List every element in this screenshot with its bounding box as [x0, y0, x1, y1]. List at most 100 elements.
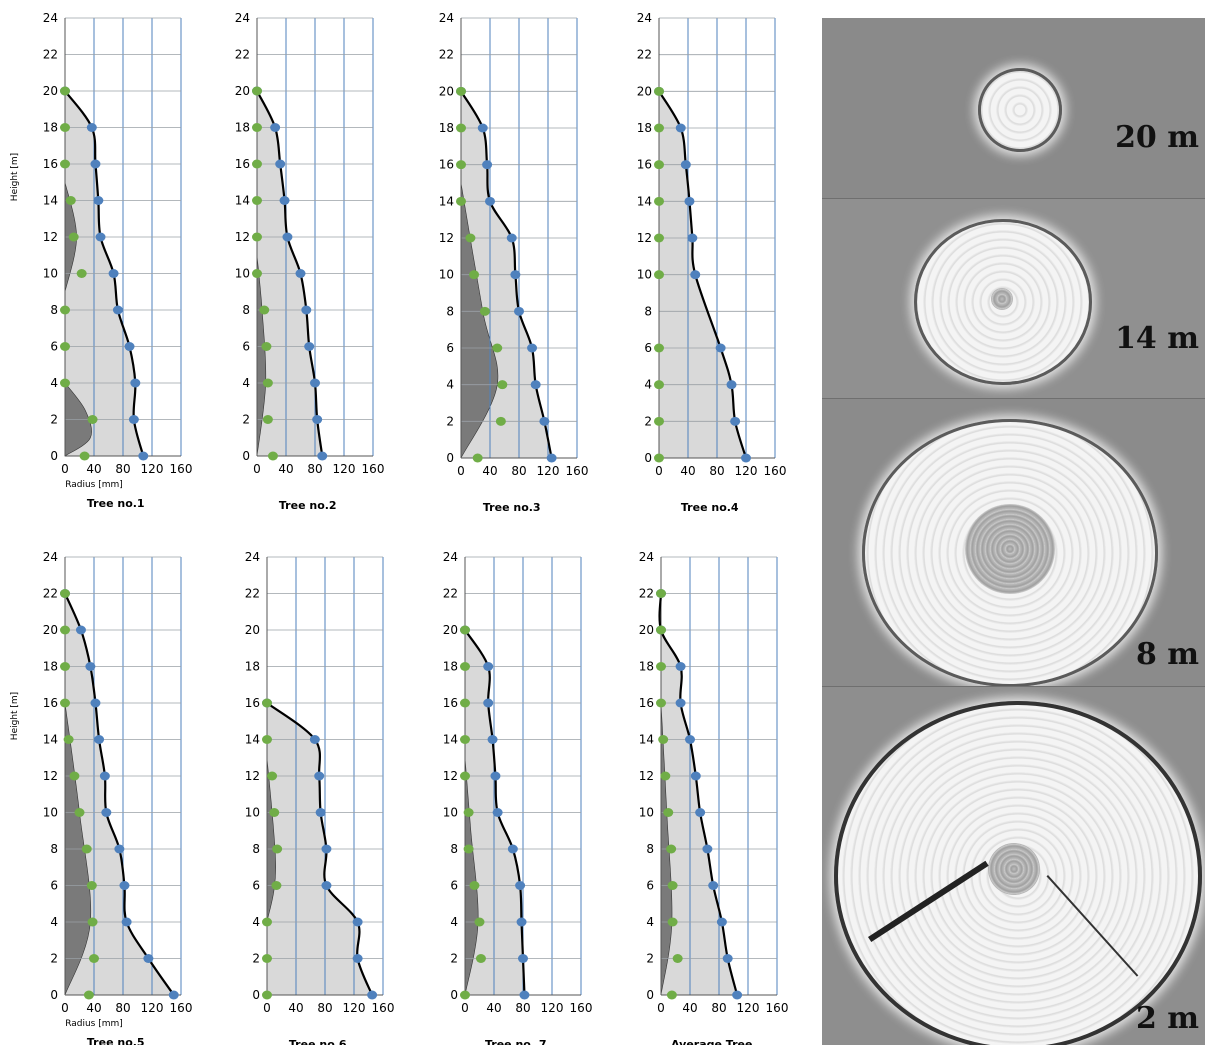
heartwood-radius-point — [654, 196, 664, 206]
heartwood-radius-point — [460, 625, 470, 635]
heartwood-radius-point — [252, 123, 262, 132]
outer-radius-point — [726, 380, 737, 390]
heartwood-radius-point — [654, 343, 664, 353]
heartwood-radius-point — [654, 86, 664, 96]
height-label-20m: 20 m — [1115, 120, 1199, 155]
y-tick-label: 12 — [245, 769, 260, 783]
heartwood-radius-point — [456, 196, 466, 206]
y-tick-label: 12 — [439, 231, 454, 245]
x-tick-label: 40 — [86, 462, 101, 476]
outer-radius-point — [482, 160, 493, 170]
y-tick-label: 22 — [639, 587, 654, 601]
x-tick-label: 120 — [343, 1001, 366, 1015]
y-tick-label: 14 — [637, 194, 652, 208]
outer-radius-point — [708, 881, 719, 890]
outer-radius-point — [716, 917, 727, 927]
x-tick-label: 120 — [141, 1001, 164, 1015]
heartwood-radius-point — [252, 232, 262, 242]
y-tick-label: 0 — [644, 451, 652, 465]
stem-area — [659, 91, 746, 459]
y-tick-label: 12 — [235, 230, 250, 244]
outer-radius-point — [730, 416, 741, 426]
radial-crack-right — [1046, 875, 1139, 977]
outer-radius-point — [510, 270, 521, 280]
x-tick-label: 160 — [570, 1001, 593, 1015]
outer-radius-point — [518, 954, 528, 963]
heartwood-radius-point — [89, 954, 99, 963]
heartwood-radius-point — [474, 917, 485, 927]
outer-radius-point — [95, 232, 106, 242]
heartwood-radius-point — [252, 86, 262, 96]
chart-title: Tree no.6 — [289, 1038, 347, 1045]
outer-radius-point — [507, 844, 518, 854]
heartwood-radius-point — [259, 305, 270, 315]
x-tick-label: 40 — [486, 1001, 501, 1015]
heartwood-radius-point — [667, 917, 678, 927]
disc-20m — [978, 68, 1062, 152]
heartwood-radius-point — [456, 123, 466, 133]
x-tick-label: 40 — [680, 464, 695, 478]
heartwood-radius-point — [469, 881, 480, 890]
x-tick-label: 40 — [278, 462, 293, 476]
y-tick-label: 22 — [43, 587, 58, 601]
outer-radius-point — [685, 735, 695, 744]
heartwood-radius-point — [269, 808, 280, 817]
y-tick-label: 18 — [637, 121, 652, 135]
y-tick-label: 16 — [637, 158, 652, 172]
y-tick-label: 14 — [639, 733, 654, 747]
heartwood-radius-point — [460, 771, 470, 781]
heartwood-radius-point — [60, 123, 70, 132]
y-tick-label: 4 — [446, 378, 454, 392]
outer-radius-point — [99, 771, 110, 781]
y-tick-label: 24 — [245, 550, 260, 564]
heartwood-radius-point — [262, 990, 272, 1000]
heartwood-radius-point — [60, 305, 70, 315]
x-tick-label: 160 — [362, 462, 385, 476]
y-tick-label: 16 — [235, 157, 250, 171]
heartwood-radius-point — [495, 416, 506, 426]
heartwood-radius-point — [667, 881, 678, 890]
outer-radius-point — [539, 416, 550, 426]
heartwood-radius-point — [267, 771, 278, 781]
y-tick-label: 2 — [50, 413, 58, 427]
outer-radius-point — [722, 954, 733, 963]
outer-radius-point — [138, 451, 149, 461]
outer-radius-point — [490, 771, 501, 781]
outer-radius-point — [312, 415, 323, 424]
x-tick-label: 120 — [737, 1001, 760, 1015]
heartwood-radius-point — [60, 86, 70, 96]
heartwood-radius-point — [79, 451, 90, 461]
y-tick-label: 14 — [43, 733, 58, 747]
y-tick-label: 18 — [43, 121, 58, 135]
heartwood-radius-point — [672, 954, 683, 963]
outer-radius-point — [85, 662, 96, 671]
y-tick-label: 6 — [450, 879, 458, 893]
y-tick-label: 18 — [235, 121, 250, 135]
heartwood-radius-point — [86, 881, 97, 890]
heartwood-radius-point — [658, 735, 669, 744]
heartwood-radius-point — [87, 415, 98, 424]
y-axis-title: Height [m] — [10, 692, 20, 740]
heartwood-radius-point — [656, 625, 666, 635]
x-tick-label: 160 — [766, 1001, 789, 1015]
y-tick-label: 14 — [235, 194, 250, 208]
outer-radius-point — [295, 269, 306, 278]
heartwood-radius-point — [252, 159, 262, 169]
x-tick-label: 120 — [141, 462, 164, 476]
outer-radius-point — [128, 415, 139, 424]
outer-radius-point — [352, 954, 363, 963]
y-tick-label: 18 — [639, 660, 654, 674]
y-tick-label: 4 — [242, 376, 250, 390]
heartwood-radius-point — [654, 233, 664, 243]
heartwood-radius-point — [469, 270, 480, 280]
outer-radius-point — [367, 990, 378, 1000]
y-tick-label: 22 — [245, 587, 260, 601]
heartwood-radius-point — [60, 698, 70, 708]
heartwood-radius-point — [68, 232, 79, 242]
outer-radius-point — [301, 305, 312, 315]
stem-cross-section-photo: 20 m 14 m 8 m 2 m — [822, 18, 1205, 1045]
heartwood-radius-point — [460, 662, 470, 671]
heartwood-radius-point — [262, 917, 272, 927]
